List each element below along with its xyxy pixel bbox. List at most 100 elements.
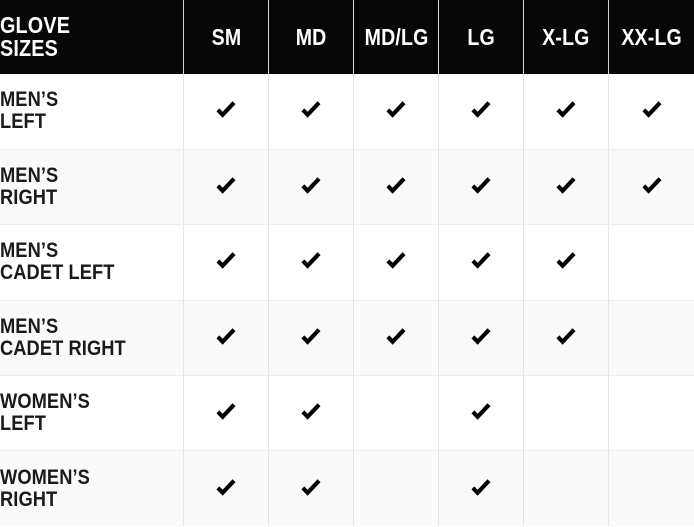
- cell-empty: [639, 398, 665, 424]
- check-mark-icon: [213, 249, 239, 275]
- table-header-row: GLOVE SIZES SM MD MD/LG LG X-LG XX-LG: [0, 0, 694, 74]
- cell-mens-cadet-left-x-lg: [523, 224, 610, 301]
- check-mark-icon: [383, 325, 409, 351]
- cell-womens-left-md: [268, 375, 355, 452]
- cell-mens-left-x-lg: [523, 74, 610, 150]
- cell-mens-left-md: [268, 74, 355, 150]
- cell-mens-cadet-left-lg: [438, 224, 525, 301]
- check-mark-icon: [298, 325, 324, 351]
- cell-mens-right-sm: [183, 149, 270, 226]
- cell-womens-right-xx-lg: [609, 451, 694, 526]
- cell-empty: [639, 247, 665, 273]
- check-mark-icon: [468, 476, 494, 502]
- row-label-line: CADET LEFT: [0, 261, 115, 285]
- check-mark-icon: [468, 325, 494, 351]
- row-label-line: WOMEN’S: [0, 390, 90, 414]
- row-label-mens-right: MEN’S RIGHT: [0, 149, 184, 226]
- check-mark-icon: [298, 249, 324, 275]
- cell-mens-right-md: [268, 149, 355, 226]
- column-header-md-lg-label: MD/LG: [364, 23, 429, 50]
- cell-mens-cadet-right-xx-lg: [608, 300, 694, 377]
- table-row: MEN’S CADET RIGHT: [0, 300, 694, 377]
- row-label-line: WOMEN’S: [0, 465, 90, 489]
- cell-mens-right-x-lg: [523, 149, 610, 226]
- row-label-line: MEN’S: [0, 164, 59, 188]
- row-label-line: LEFT: [0, 412, 47, 436]
- table-header: GLOVE SIZES SM MD MD/LG LG X-LG XX-LG: [0, 0, 694, 74]
- cell-womens-left-x-lg: [523, 375, 610, 452]
- cell-womens-right-md-lg: [353, 450, 440, 527]
- cell-empty: [383, 473, 409, 499]
- check-mark-icon: [213, 400, 239, 426]
- cell-empty: [639, 322, 665, 348]
- check-mark-icon: [213, 98, 239, 124]
- column-header-lg-label: LG: [467, 23, 496, 50]
- cell-womens-left-xx-lg: [608, 375, 694, 452]
- column-header-sm: SM: [183, 0, 270, 74]
- row-label-line: MEN’S: [0, 239, 59, 263]
- check-mark-icon: [298, 98, 324, 124]
- cell-empty: [553, 473, 579, 499]
- check-mark-icon: [383, 249, 409, 275]
- cell-mens-left-xx-lg: [608, 74, 694, 150]
- row-label-mens-cadet-left: MEN’S CADET LEFT: [0, 224, 184, 301]
- row-label-mens-cadet-right: MEN’S CADET RIGHT: [0, 300, 184, 377]
- column-header-x-lg-label: X-LG: [542, 23, 591, 50]
- check-mark-icon: [553, 325, 579, 351]
- column-header-md-lg: MD/LG: [353, 0, 440, 74]
- column-header-md-label: MD: [295, 23, 327, 50]
- cell-mens-cadet-right-lg: [438, 300, 525, 377]
- cell-mens-cadet-right-md: [268, 300, 355, 377]
- cell-mens-left-sm: [183, 74, 270, 150]
- check-mark-icon: [298, 174, 324, 200]
- cell-mens-right-xx-lg: [608, 149, 694, 226]
- cell-womens-left-md-lg: [353, 375, 440, 452]
- cell-womens-left-lg: [438, 375, 525, 452]
- cell-empty: [383, 398, 409, 424]
- cell-womens-right-md: [268, 450, 355, 527]
- check-mark-icon: [639, 174, 665, 200]
- check-mark-icon: [639, 98, 665, 124]
- corner-header-glove-sizes: GLOVE SIZES: [0, 0, 159, 74]
- cell-womens-right-lg: [438, 450, 525, 527]
- check-mark-icon: [298, 476, 324, 502]
- table-row: WOMEN’S LEFT: [0, 375, 694, 452]
- row-label-mens-left: MEN’S LEFT: [0, 74, 184, 150]
- column-header-x-lg: X-LG: [523, 0, 610, 74]
- check-mark-icon: [383, 98, 409, 124]
- cell-empty: [553, 398, 579, 424]
- column-header-md: MD: [268, 0, 355, 74]
- table-row: WOMEN’S RIGHT: [0, 450, 694, 527]
- cell-mens-cadet-left-xx-lg: [608, 224, 694, 301]
- cell-mens-cadet-left-md: [268, 224, 355, 301]
- cell-womens-right-x-lg: [523, 450, 610, 527]
- cell-mens-cadet-left-md-lg: [353, 224, 440, 301]
- check-mark-icon: [468, 249, 494, 275]
- row-label-womens-left: WOMEN’S LEFT: [0, 375, 184, 452]
- check-mark-icon: [213, 174, 239, 200]
- check-mark-icon: [468, 174, 494, 200]
- table-body: MEN’S LEFT MEN’S RIGHT MEN’S CADET LEFT MEN’S C…: [0, 74, 694, 527]
- cell-mens-cadet-right-x-lg: [523, 300, 610, 377]
- check-mark-icon: [553, 174, 579, 200]
- corner-header-line-1: GLOVE: [0, 12, 71, 38]
- corner-header-line-2: SIZES: [0, 35, 59, 61]
- row-label-line: MEN’S: [0, 314, 59, 338]
- check-mark-icon: [468, 400, 494, 426]
- check-mark-icon: [298, 400, 324, 426]
- cell-mens-right-lg: [438, 149, 525, 226]
- row-label-womens-right: WOMEN’S RIGHT: [0, 450, 184, 527]
- row-label-line: MEN’S: [0, 88, 59, 112]
- cell-mens-left-lg: [438, 74, 525, 150]
- table-row: MEN’S LEFT: [0, 74, 694, 150]
- table-row: MEN’S CADET LEFT: [0, 224, 694, 301]
- cell-mens-cadet-left-sm: [183, 224, 270, 301]
- cell-mens-right-md-lg: [353, 149, 440, 226]
- check-mark-icon: [553, 98, 579, 124]
- row-label-line: CADET RIGHT: [0, 336, 126, 360]
- column-header-sm-label: SM: [211, 23, 241, 50]
- check-mark-icon: [213, 325, 239, 351]
- cell-mens-cadet-right-md-lg: [353, 300, 440, 377]
- row-label-line: RIGHT: [0, 487, 58, 511]
